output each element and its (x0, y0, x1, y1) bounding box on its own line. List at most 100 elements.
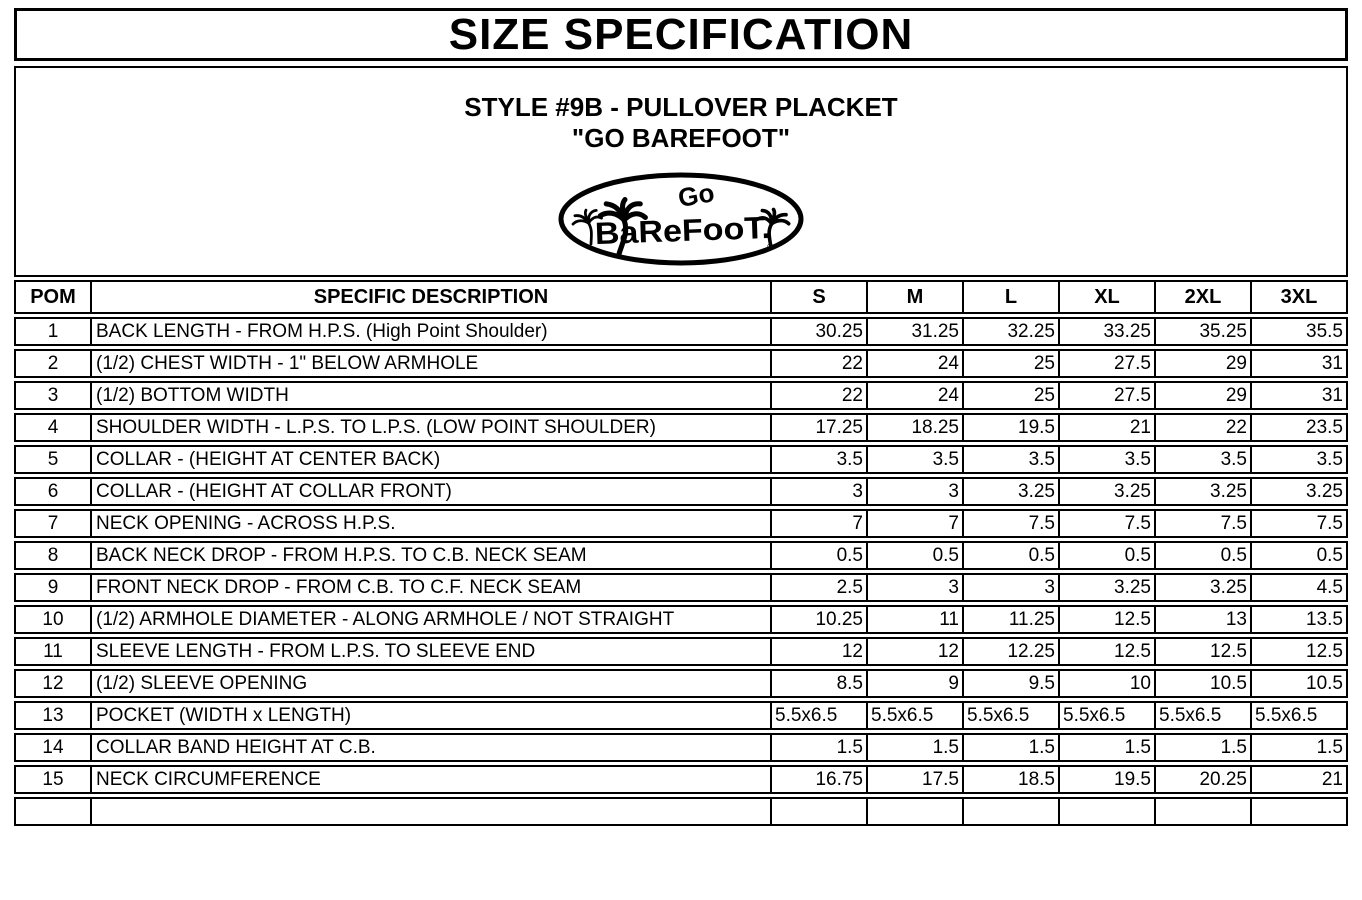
description-cell: (1/2) SLEEVE OPENING (92, 669, 772, 698)
size-value-cell: 22 (772, 349, 868, 378)
size-value-cell: 18.5 (964, 765, 1060, 794)
size-value-cell: 4.5 (1252, 573, 1348, 602)
description-cell: BACK LENGTH - FROM H.P.S. (High Point Sh… (92, 317, 772, 346)
palm-tree-icon (755, 207, 791, 250)
logo-oval (558, 172, 804, 266)
size-value-cell: 16.75 (772, 765, 868, 794)
size-value-cell: 3.5 (964, 445, 1060, 474)
description-cell: NECK CIRCUMFERENCE (92, 765, 772, 794)
size-value-cell: 27.5 (1060, 381, 1156, 410)
size-value-cell: 33.25 (1060, 317, 1156, 346)
pom-cell: 5 (14, 445, 92, 474)
table-row: 3 (1/2) BOTTOM WIDTH 22 24 25 27.5 29 31 (14, 381, 1348, 410)
size-value-cell: 1.5 (868, 733, 964, 762)
size-value-cell: 5.5x6.5 (772, 701, 868, 730)
size-value-cell: 25 (964, 349, 1060, 378)
size-value-cell: 2.5 (772, 573, 868, 602)
size-value-cell (1060, 797, 1156, 826)
size-value-cell: 12.5 (1252, 637, 1348, 666)
size-value-cell: 3.5 (1252, 445, 1348, 474)
size-value-cell: 3.5 (1156, 445, 1252, 474)
table-row: 5 COLLAR - (HEIGHT AT CENTER BACK) 3.5 3.5 3… (14, 445, 1348, 474)
size-value-cell: 13.5 (1252, 605, 1348, 634)
size-value-cell: 12.25 (964, 637, 1060, 666)
size-value-cell: 7.5 (964, 509, 1060, 538)
description-cell: (1/2) ARMHOLE DIAMETER - ALONG ARMHOLE /… (92, 605, 772, 634)
pom-cell: 13 (14, 701, 92, 730)
pom-cell: 9 (14, 573, 92, 602)
size-value-cell: 12 (772, 637, 868, 666)
size-value-cell: 29 (1156, 349, 1252, 378)
column-header-2xl: 2XL (1156, 280, 1252, 314)
size-value-cell: 22 (1156, 413, 1252, 442)
pom-cell (14, 797, 92, 826)
description-cell: BACK NECK DROP - FROM H.P.S. TO C.B. NEC… (92, 541, 772, 570)
description-cell: POCKET (WIDTH x LENGTH) (92, 701, 772, 730)
size-value-cell: 19.5 (1060, 765, 1156, 794)
pom-cell: 8 (14, 541, 92, 570)
table-row: 13 POCKET (WIDTH x LENGTH) 5.5x6.5 5.5x6.5 5… (14, 701, 1348, 730)
description-cell: FRONT NECK DROP - FROM C.B. TO C.F. NECK… (92, 573, 772, 602)
size-value-cell: 29 (1156, 381, 1252, 410)
size-value-cell: 19.5 (964, 413, 1060, 442)
size-value-cell: 25 (964, 381, 1060, 410)
column-header-s: S (772, 280, 868, 314)
pom-cell: 2 (14, 349, 92, 378)
description-cell: COLLAR - (HEIGHT AT CENTER BACK) (92, 445, 772, 474)
size-value-cell: 1.5 (772, 733, 868, 762)
style-header-section: STYLE #9B - PULLOVER PLACKET "GO BAREFOO… (14, 66, 1348, 277)
size-value-cell: 7.5 (1252, 509, 1348, 538)
go-barefoot-logo-graphic: Go BaReFooT. ® (558, 172, 804, 266)
table-row: 12 (1/2) SLEEVE OPENING 8.5 9 9.5 10 10.5 10.5 (14, 669, 1348, 698)
table-row: 7 NECK OPENING - ACROSS H.P.S. 7 7 7.5 7.5 7.5… (14, 509, 1348, 538)
size-value-cell: 3 (772, 477, 868, 506)
size-value-cell: 11 (868, 605, 964, 634)
logo-main-text: BaReFooT. (594, 210, 771, 251)
title-box: SIZE SPECIFICATION (14, 8, 1348, 61)
size-value-cell: 5.5x6.5 (964, 701, 1060, 730)
size-value-cell: 27.5 (1060, 349, 1156, 378)
size-value-cell (868, 797, 964, 826)
size-value-cell: 0.5 (772, 541, 868, 570)
size-value-cell: 12 (868, 637, 964, 666)
size-value-cell: 1.5 (1060, 733, 1156, 762)
size-value-cell: 3.25 (1252, 477, 1348, 506)
size-value-cell: 21 (1060, 413, 1156, 442)
page-title: SIZE SPECIFICATION (448, 9, 914, 59)
size-value-cell: 30.25 (772, 317, 868, 346)
pom-cell: 14 (14, 733, 92, 762)
size-value-cell: 5.5x6.5 (1252, 701, 1348, 730)
size-value-cell: 10.5 (1156, 669, 1252, 698)
size-value-cell (1252, 797, 1348, 826)
table-row: 15 NECK CIRCUMFERENCE 16.75 17.5 18.5 19.5 20.… (14, 765, 1348, 794)
column-header-pom: POM (14, 280, 92, 314)
size-value-cell: 35.5 (1252, 317, 1348, 346)
size-value-cell: 32.25 (964, 317, 1060, 346)
size-value-cell: 1.5 (1252, 733, 1348, 762)
size-value-cell (964, 797, 1060, 826)
table-row: 9 FRONT NECK DROP - FROM C.B. TO C.F. NEC… (14, 573, 1348, 602)
size-value-cell: 24 (868, 349, 964, 378)
size-value-cell: 3 (868, 573, 964, 602)
size-value-cell: 7.5 (1060, 509, 1156, 538)
table-row: 1 BACK LENGTH - FROM H.P.S. (High Point S… (14, 317, 1348, 346)
size-value-cell: 31 (1252, 381, 1348, 410)
table-row: 14 COLLAR BAND HEIGHT AT C.B. 1.5 1.5 1.5 1.5… (14, 733, 1348, 762)
size-value-cell: 3.25 (964, 477, 1060, 506)
size-value-cell: 11.25 (964, 605, 1060, 634)
size-value-cell: 3.5 (772, 445, 868, 474)
pom-cell: 7 (14, 509, 92, 538)
column-header-specific-description: SPECIFIC DESCRIPTION (92, 280, 772, 314)
size-value-cell: 0.5 (1156, 541, 1252, 570)
size-value-cell (1156, 797, 1252, 826)
table-row: 8 BACK NECK DROP - FROM H.P.S. TO C.B. NE… (14, 541, 1348, 570)
size-value-cell: 10.5 (1252, 669, 1348, 698)
size-value-cell: 31 (1252, 349, 1348, 378)
size-value-cell: 0.5 (964, 541, 1060, 570)
size-value-cell: 9 (868, 669, 964, 698)
size-value-cell: 1.5 (1156, 733, 1252, 762)
size-value-cell: 3.5 (868, 445, 964, 474)
table-row: 6 COLLAR - (HEIGHT AT COLLAR FRONT) 3 3 3.25… (14, 477, 1348, 506)
size-value-cell: 10.25 (772, 605, 868, 634)
size-value-cell: 17.5 (868, 765, 964, 794)
